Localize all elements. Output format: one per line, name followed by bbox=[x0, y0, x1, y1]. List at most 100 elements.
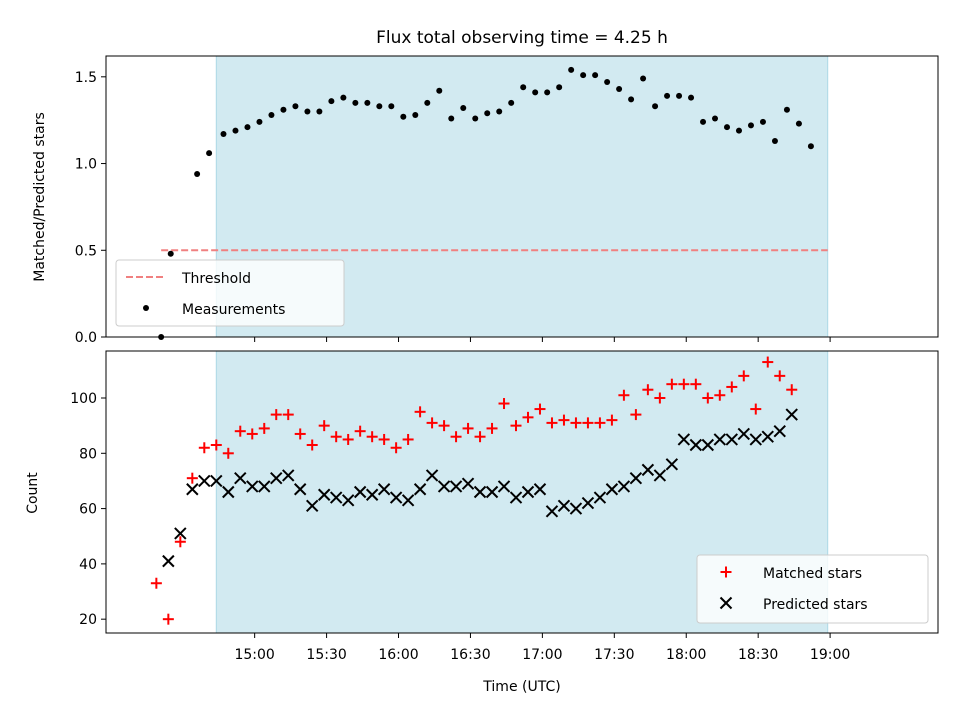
predicted-marker-b bbox=[593, 491, 607, 504]
top-legend-box bbox=[115, 259, 345, 327]
measurement-point bbox=[568, 66, 575, 73]
predicted-marker-b bbox=[761, 430, 774, 443]
legend-matched-label: Matched stars bbox=[763, 566, 862, 582]
matched-star-point bbox=[606, 414, 618, 426]
predicted-marker-b bbox=[186, 483, 199, 496]
bottom-y-tick-label: 20 bbox=[79, 612, 97, 628]
predicted-marker-b bbox=[473, 485, 487, 499]
predicted-star-point bbox=[174, 527, 187, 540]
measurement-point bbox=[604, 79, 611, 86]
matched-star-point bbox=[150, 577, 162, 589]
measurement-point bbox=[580, 72, 587, 79]
predicted-star-point bbox=[725, 433, 739, 446]
measurement-point bbox=[436, 87, 443, 94]
predicted-marker-b bbox=[222, 485, 235, 499]
measurement-point bbox=[759, 118, 766, 125]
predicted-marker-b bbox=[353, 485, 367, 499]
predicted-star-point bbox=[377, 483, 391, 496]
predicted-star-point bbox=[222, 485, 235, 499]
matched-star-point bbox=[738, 370, 750, 382]
measurement-point bbox=[472, 115, 479, 122]
predicted-star-point bbox=[210, 474, 223, 488]
bottom-y-tick-label: 60 bbox=[79, 502, 97, 518]
predicted-star-point bbox=[246, 480, 259, 493]
predicted-marker-b bbox=[605, 483, 619, 496]
matched-star-point bbox=[486, 422, 498, 434]
predicted-marker-b bbox=[234, 471, 247, 485]
measurement-point bbox=[724, 124, 731, 131]
legend-predicted-label: Predicted stars bbox=[763, 597, 868, 613]
predicted-marker-b bbox=[365, 488, 379, 501]
x-tick-label: 17:00 bbox=[522, 647, 562, 663]
matched-star-point bbox=[474, 431, 486, 443]
x-tick-label: 18:30 bbox=[738, 647, 778, 663]
bottom-legend-box bbox=[696, 554, 929, 624]
predicted-marker-b bbox=[389, 491, 403, 504]
x-tick-label: 16:00 bbox=[378, 647, 418, 663]
predicted-star-point bbox=[162, 554, 175, 568]
predicted-star-point bbox=[581, 496, 595, 510]
matched-star-point bbox=[390, 442, 402, 454]
matched-star-point bbox=[510, 420, 522, 432]
predicted-marker-b bbox=[317, 488, 331, 501]
matched-star-point bbox=[750, 403, 762, 415]
top-axes-frame bbox=[105, 55, 939, 338]
matched-star-point bbox=[726, 381, 738, 393]
predicted-star-point bbox=[401, 494, 415, 507]
predicted-marker-b bbox=[449, 480, 463, 493]
matched-star-point bbox=[186, 472, 198, 484]
measurement-point bbox=[640, 75, 647, 82]
matched-star-point bbox=[246, 428, 258, 440]
top-y-tick-label: 1.0 bbox=[75, 157, 97, 173]
predicted-star-point bbox=[461, 477, 475, 490]
measurement-point bbox=[256, 118, 263, 125]
matched-star-point bbox=[678, 378, 690, 390]
predicted-marker-b bbox=[329, 491, 343, 504]
predicted-marker-b bbox=[737, 427, 750, 441]
matched-star-point bbox=[174, 536, 186, 548]
predicted-star-point bbox=[473, 485, 487, 499]
predicted-marker-b bbox=[162, 554, 175, 568]
bottom-y-tick-label: 80 bbox=[79, 446, 97, 462]
matched-star-point bbox=[402, 433, 414, 445]
predicted-star-point bbox=[629, 471, 643, 485]
matched-star-point bbox=[270, 409, 282, 421]
matched-star-point bbox=[162, 613, 174, 625]
matched-star-point bbox=[582, 417, 594, 429]
predicted-marker-b bbox=[617, 480, 631, 493]
x-tick-label: 15:30 bbox=[306, 647, 346, 663]
predicted-star-point bbox=[270, 471, 283, 485]
predicted-star-point bbox=[329, 491, 343, 504]
predicted-star-point bbox=[497, 480, 511, 493]
matched-star-point bbox=[330, 431, 342, 443]
measurement-point bbox=[592, 72, 599, 79]
predicted-star-point bbox=[282, 469, 295, 482]
predicted-marker-b bbox=[701, 438, 715, 452]
predicted-star-point bbox=[294, 483, 307, 496]
predicted-star-point bbox=[198, 474, 211, 488]
measurement-point bbox=[676, 92, 683, 99]
measurement-point bbox=[244, 124, 251, 131]
matched-star-point bbox=[438, 420, 450, 432]
predicted-marker-b bbox=[485, 485, 499, 499]
matched-star-point bbox=[714, 389, 726, 401]
predicted-marker-b bbox=[689, 438, 703, 452]
measurement-point bbox=[280, 106, 287, 113]
predicted-star-point bbox=[737, 427, 750, 441]
predicted-marker-b bbox=[305, 499, 319, 513]
predicted-marker-b bbox=[749, 433, 762, 446]
measurement-point bbox=[807, 143, 814, 150]
matched-star-point bbox=[450, 431, 462, 443]
predicted-marker-b bbox=[713, 433, 727, 446]
measurement-point bbox=[268, 111, 275, 118]
measurement-point bbox=[616, 85, 623, 92]
predicted-star-point bbox=[353, 485, 367, 499]
bottom-y-tick-label: 100 bbox=[70, 391, 97, 407]
predicted-star-point bbox=[449, 480, 463, 493]
predicted-marker-b bbox=[653, 469, 667, 482]
matched-star-point bbox=[642, 384, 654, 396]
x-tick-label: 16:30 bbox=[450, 647, 490, 663]
matched-star-point bbox=[354, 425, 366, 437]
measurement-point bbox=[747, 122, 754, 129]
